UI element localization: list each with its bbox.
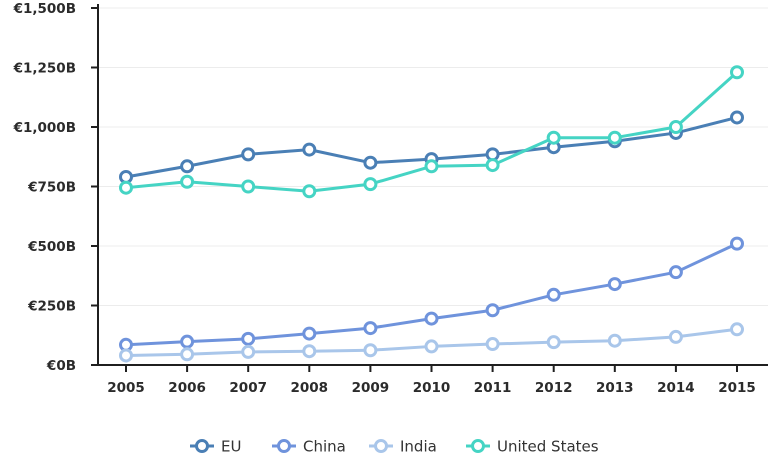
data-point[interactable] (241, 147, 256, 162)
data-point[interactable] (241, 331, 256, 346)
legend-marker (471, 439, 485, 453)
data-point[interactable] (363, 155, 378, 170)
data-point[interactable] (302, 326, 317, 341)
series-china (119, 236, 744, 352)
legend-item[interactable]: India (369, 438, 437, 456)
data-point[interactable] (119, 180, 133, 195)
data-point[interactable] (180, 174, 195, 189)
legend-item[interactable]: EU (190, 438, 241, 456)
data-point[interactable] (180, 347, 195, 362)
data-point[interactable] (241, 179, 256, 194)
data-point[interactable] (546, 287, 561, 302)
data-point[interactable] (730, 322, 744, 337)
data-point[interactable] (302, 184, 317, 199)
series-line (124, 70, 739, 193)
data-point[interactable] (607, 130, 622, 145)
x-tick-labels: 2005 2006 2007 2008 2009 2010 2011 2012 2013 2014… (107, 380, 756, 396)
series-india (119, 322, 744, 363)
data-point[interactable] (730, 110, 744, 125)
data-point[interactable] (424, 311, 439, 326)
series-line (124, 242, 739, 347)
y-tick-label: €250B (27, 299, 76, 315)
data-point[interactable] (424, 339, 439, 354)
series-united-states (119, 65, 744, 199)
y-tick-labels: €0B €250B €500B €750B €1,000B €1,250B €1,500B (13, 1, 76, 374)
data-point[interactable] (363, 177, 378, 192)
legend-label: India (400, 438, 437, 456)
data-point[interactable] (363, 343, 378, 358)
legend-label: EU (221, 438, 241, 456)
data-point[interactable] (485, 337, 500, 352)
y-tick-label: €1,250B (13, 61, 76, 77)
x-tick-label: 2007 (229, 380, 267, 396)
x-tick-label: 2011 (474, 380, 512, 396)
legend-label: United States (497, 438, 599, 456)
data-point[interactable] (180, 159, 195, 174)
x-tick-label: 2009 (352, 380, 390, 396)
data-point[interactable] (485, 158, 500, 173)
data-point[interactable] (119, 348, 133, 363)
data-point[interactable] (302, 142, 317, 157)
x-tick-label: 2006 (168, 380, 206, 396)
legend-marker (195, 439, 209, 453)
data-point[interactable] (546, 130, 561, 145)
x-tick-label: 2010 (413, 380, 451, 396)
x-tick-label: 2005 (107, 380, 145, 396)
data-point[interactable] (180, 334, 195, 349)
y-tick-label: €500B (27, 239, 76, 255)
legend-marker (277, 439, 291, 453)
y-tick-label: €750B (27, 180, 76, 196)
data-point[interactable] (241, 344, 256, 359)
gridlines (98, 7, 768, 306)
x-tick-label: 2013 (596, 380, 634, 396)
data-point[interactable] (668, 120, 683, 134)
data-point[interactable] (607, 333, 622, 348)
data-point[interactable] (485, 303, 500, 318)
x-tick-label: 2008 (291, 380, 329, 396)
legend: EU China India United States (190, 438, 599, 456)
data-point[interactable] (546, 335, 561, 350)
x-tick-label: 2012 (535, 380, 573, 396)
data-point[interactable] (730, 65, 744, 80)
data-point[interactable] (302, 344, 317, 359)
legend-marker (374, 439, 388, 453)
legend-label: China (303, 438, 346, 456)
y-tick-label: €0B (46, 358, 76, 374)
x-tick-label: 2014 (657, 380, 695, 396)
data-point[interactable] (363, 321, 378, 336)
axes (91, 4, 768, 372)
y-tick-label: €1,000B (13, 120, 76, 136)
y-tick-label: €1,500B (13, 1, 76, 17)
x-tick-label: 2015 (718, 380, 756, 396)
data-point[interactable] (668, 265, 683, 280)
legend-item[interactable]: China (272, 438, 346, 456)
data-point[interactable] (424, 159, 439, 174)
data-point[interactable] (730, 236, 744, 251)
legend-item[interactable]: United States (466, 438, 599, 456)
data-point[interactable] (668, 329, 683, 344)
series-lines (119, 65, 744, 363)
data-point[interactable] (607, 277, 622, 292)
